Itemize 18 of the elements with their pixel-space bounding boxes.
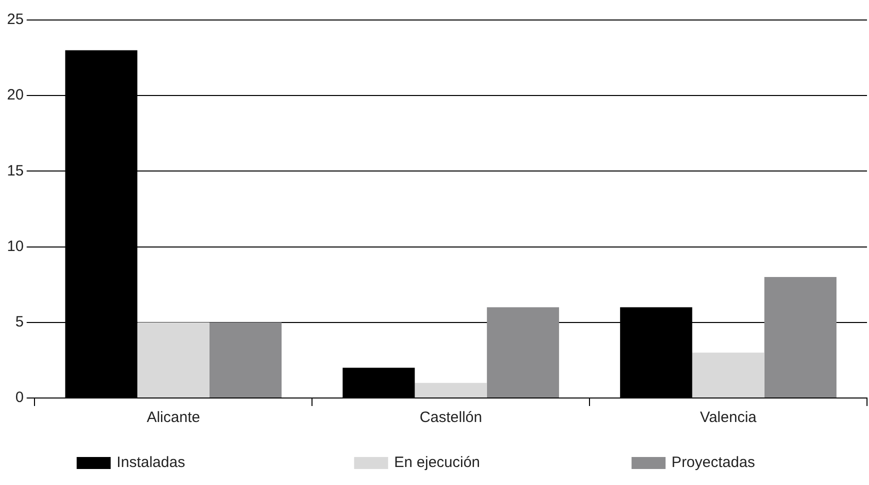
x-tick-label: Valencia [700, 409, 758, 426]
bar [137, 322, 210, 398]
legend-label: Instaladas [116, 454, 186, 472]
bar [764, 277, 836, 398]
y-tick-label: 15 [6, 162, 24, 180]
y-tick-label: 20 [6, 86, 24, 104]
legend-label: Proyectadas [672, 454, 755, 472]
bar [486, 307, 560, 398]
bar [692, 352, 764, 398]
x-tick-label: Alicante [146, 409, 200, 426]
x-tick-label: Castellón [420, 409, 482, 426]
y-tick-label: 10 [6, 238, 24, 255]
y-tick-label: 25 [6, 11, 24, 28]
bar [414, 382, 487, 398]
legend-label: En ejecución [394, 454, 480, 472]
y-tick-label: 0 [15, 389, 24, 406]
y-tick-label: 5 [15, 314, 24, 331]
bar [209, 322, 282, 398]
